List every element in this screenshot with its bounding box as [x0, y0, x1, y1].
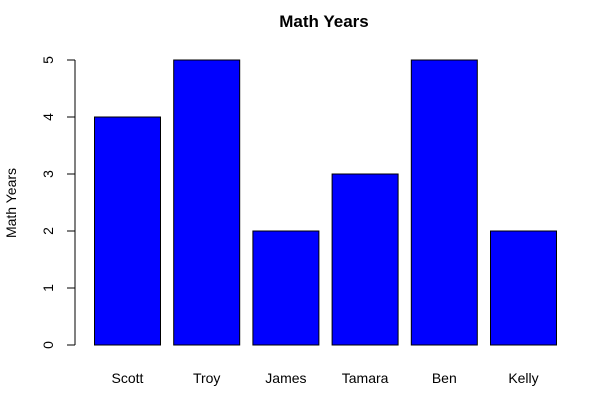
bar-scott — [94, 116, 161, 346]
x-tick-label-tamara: Tamara — [342, 370, 389, 386]
x-axis-labels: Scott Troy James Tamara Ben Kelly — [112, 370, 539, 386]
chart-title: Math Years — [279, 12, 368, 31]
bar-kelly — [490, 230, 557, 346]
bar-ben — [410, 59, 478, 346]
y-tick-label: 1 — [40, 284, 56, 292]
bar-tamara — [331, 173, 399, 346]
x-tick-label-troy: Troy — [193, 370, 220, 386]
y-tick-label: 3 — [40, 170, 56, 178]
y-tick-label: 0 — [40, 341, 56, 349]
x-tick-label-scott: Scott — [112, 370, 144, 386]
y-axis-label: Math Years — [3, 168, 19, 238]
x-tick-label-james: James — [265, 370, 306, 386]
y-tick-label: 4 — [40, 113, 56, 121]
bars-group — [94, 59, 557, 346]
bar-troy — [173, 59, 241, 346]
y-tick-label: 2 — [40, 227, 56, 235]
x-tick-label-ben: Ben — [432, 370, 457, 386]
y-tick-label: 5 — [40, 56, 56, 64]
bar-james — [252, 230, 320, 346]
y-axis: 0 1 2 3 4 5 — [40, 56, 76, 349]
x-tick-label-kelly: Kelly — [508, 370, 538, 386]
